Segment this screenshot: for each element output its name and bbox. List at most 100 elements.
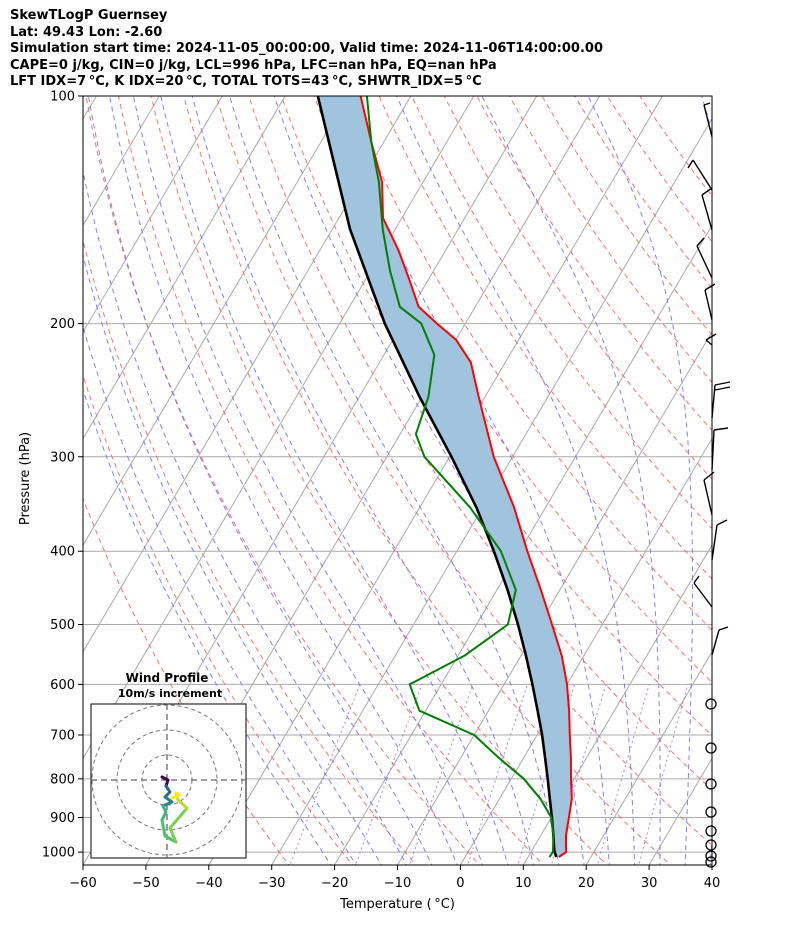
- hodograph-title: Wind Profile: [126, 671, 209, 685]
- calm-wind-circle: [705, 839, 717, 851]
- isotherm-line: [83, 96, 475, 760]
- x-tick-label: −50: [132, 876, 159, 891]
- indices-line-1: CAPE=0 j/kg, CIN=0 j/kg, LCL=996 hPa, LF…: [10, 57, 497, 73]
- isotherm-line: [271, 117, 712, 865]
- mixing-ratio-line: [596, 684, 650, 865]
- isotherm-line: [83, 96, 349, 547]
- wind-barb-stroke: [711, 429, 715, 471]
- wind-barb-stroke: [692, 159, 713, 191]
- wind-barb-stroke: [711, 629, 720, 656]
- dry-adiabat: [248, 96, 712, 791]
- wind-barb-stroke: [703, 102, 711, 106]
- calm-wind-circle: [705, 742, 717, 754]
- moist-adiabat: [83, 253, 382, 865]
- hodograph-trace: [160, 775, 170, 788]
- wind-barb-stroke: [714, 381, 731, 386]
- mixing-ratio-line: [409, 684, 474, 865]
- hodograph: Wind Profile 10m/s increment: [90, 671, 247, 859]
- x-tick-label: 20: [578, 876, 595, 891]
- moist-adiabat: [132, 96, 484, 865]
- wind-barb-stroke: [704, 289, 713, 321]
- mixing-ratio-line: [467, 684, 529, 865]
- wind-barb: [696, 237, 713, 279]
- isotherm-line: [334, 224, 712, 865]
- chart-header: SkewTLogP Guernsey Lat: 49.43 Lon: -2.60…: [10, 8, 603, 91]
- wind-barb: [711, 381, 731, 419]
- x-tick-label: 30: [641, 876, 658, 891]
- y-tick-label: 800: [50, 772, 75, 787]
- moist-adiabat: [587, 96, 693, 865]
- moist-adiabat: [160, 96, 509, 865]
- moist-adiabat: [191, 96, 534, 865]
- y-tick-label: 300: [50, 450, 75, 465]
- wind-barb-stroke: [701, 187, 713, 196]
- dewpoint-profile-line: [365, 96, 555, 858]
- wind-barb: [701, 187, 713, 231]
- calm-wind-circle: [705, 825, 717, 837]
- stability-shading: [317, 96, 572, 857]
- wind-barb: [711, 427, 729, 471]
- y-tick-label: 100: [50, 90, 75, 105]
- isotherm-line: [522, 544, 712, 865]
- time-line: Simulation start time: 2024-11-05_00:00:…: [10, 41, 603, 56]
- isotherm-line: [711, 864, 712, 865]
- calm-wind-circle: [705, 850, 717, 862]
- wind-barbs: [687, 102, 731, 868]
- x-tick-label: −30: [258, 876, 285, 891]
- dry-adiabat: [346, 96, 712, 631]
- x-tick-label: −60: [69, 876, 96, 891]
- wind-barb: [687, 159, 713, 191]
- hodograph-rings: [91, 704, 246, 858]
- isotherm-line: [459, 437, 712, 865]
- isotherm-line: [764, 61, 794, 883]
- y-tick-label: 500: [50, 618, 75, 633]
- x-tick-label: 0: [456, 876, 464, 891]
- x-tick-label: 10: [515, 876, 532, 891]
- y-tick-label: 600: [50, 678, 75, 693]
- moist-adiabat: [481, 96, 661, 865]
- mixing-ratio-line: [638, 684, 689, 865]
- wind-barb: [693, 575, 713, 608]
- y-tick-label: 1000: [42, 846, 75, 861]
- wind-barb: [704, 283, 716, 321]
- wind-barb-stroke: [713, 427, 729, 431]
- calm-wind-circle: [705, 698, 717, 710]
- isotherm-line: [396, 330, 712, 865]
- moist-adiabat: [87, 96, 433, 865]
- dry-adiabat: [83, 497, 290, 865]
- calm-wind-circle: [705, 806, 717, 818]
- y-tick-label: 900: [50, 811, 75, 826]
- wind-barb-stroke: [703, 471, 715, 481]
- calm-wind-circle: [705, 856, 717, 868]
- dry-adiabat: [443, 96, 712, 480]
- y-axis-label: Pressure (hPa): [18, 432, 33, 525]
- wind-barb-stroke: [711, 384, 716, 419]
- wind-barb-stroke: [714, 386, 731, 391]
- moist-adiabat: [83, 388, 332, 865]
- isotherm-line: [83, 96, 160, 227]
- moist-adiabat: [83, 325, 357, 865]
- wind-barb: [703, 471, 715, 516]
- dry-adiabat: [117, 96, 545, 865]
- wind-barb: [703, 102, 713, 138]
- hodograph-trace: [170, 791, 182, 800]
- indices-line-2: LFT IDX=7 °C, K IDX=20 °C, TOTAL TOTS=43…: [10, 74, 482, 89]
- wind-barb-stroke: [718, 626, 729, 631]
- isotherm-line: [83, 96, 286, 440]
- hodograph-trace: [163, 784, 172, 799]
- x-tick-label: 40: [704, 876, 721, 891]
- wind-barb-stroke: [693, 575, 700, 584]
- wind-barb-stroke: [703, 104, 713, 138]
- location-line: Lat: 49.43 Lon: -2.60: [10, 24, 163, 40]
- hodograph-trace: [160, 818, 178, 844]
- dry-adiabat: [83, 374, 354, 865]
- x-tick-label: −10: [384, 876, 411, 891]
- wind-barb-stroke: [705, 333, 717, 341]
- chart-title: SkewTLogP Guernsey: [10, 8, 168, 23]
- dry-adiabat: [476, 96, 712, 432]
- y-tick-label: 200: [50, 317, 75, 332]
- wind-barb-stroke: [711, 524, 718, 561]
- x-tick-label: −20: [321, 876, 348, 891]
- isotherm-line: [83, 96, 223, 333]
